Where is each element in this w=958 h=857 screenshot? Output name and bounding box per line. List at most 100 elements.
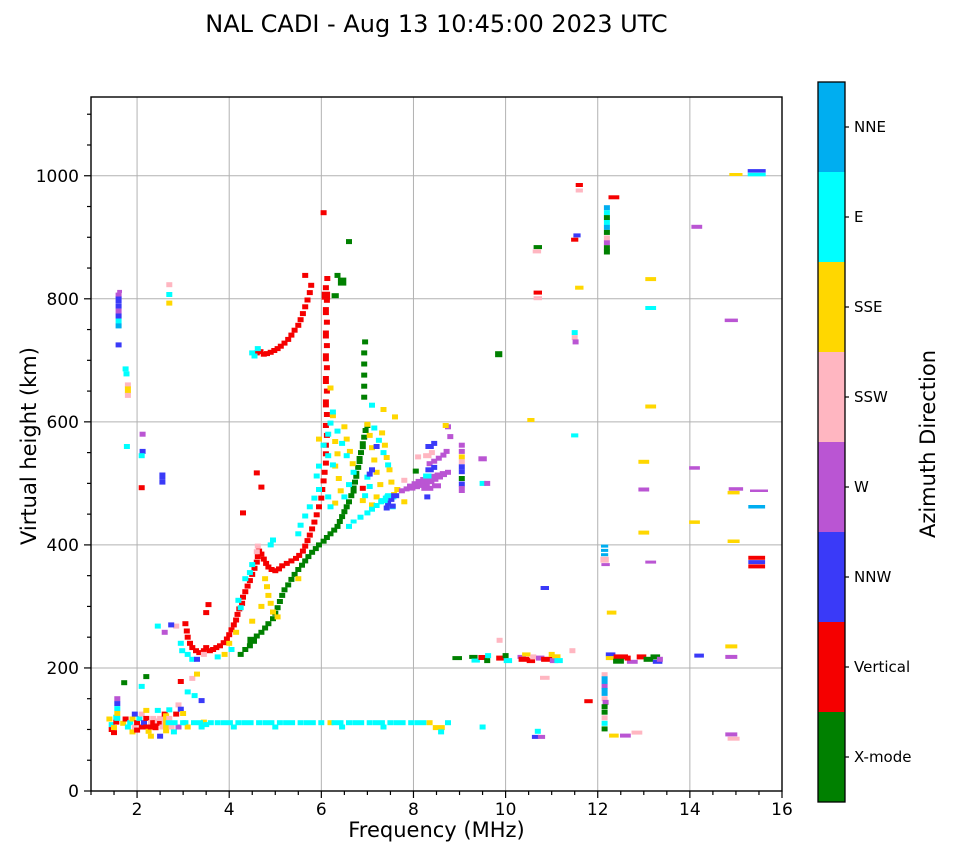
data-point	[339, 440, 346, 446]
data-point	[329, 462, 336, 468]
data-point	[299, 548, 306, 554]
data-point	[302, 272, 309, 278]
data-point	[228, 647, 235, 652]
data-point	[442, 423, 449, 428]
data-point	[228, 627, 235, 633]
data-point	[127, 720, 134, 726]
data-point	[196, 650, 203, 656]
data-point	[357, 514, 364, 520]
data-point	[122, 716, 129, 722]
data-point	[303, 720, 316, 726]
data-point	[361, 350, 368, 356]
data-point	[388, 496, 395, 502]
data-point	[392, 414, 398, 420]
data-point	[327, 420, 334, 426]
data-point	[373, 503, 380, 508]
data-point	[571, 330, 578, 336]
data-point	[226, 640, 233, 646]
data-point	[234, 611, 241, 617]
data-point	[242, 576, 249, 582]
data-point	[359, 485, 366, 491]
data-point	[603, 229, 610, 235]
data-point	[572, 339, 579, 345]
data-point	[479, 724, 486, 730]
data-point	[131, 711, 138, 717]
y-axis-label: Virtual height (km)	[17, 347, 41, 545]
data-point	[601, 704, 608, 710]
data-point	[383, 455, 390, 460]
data-point	[246, 570, 253, 576]
data-point	[334, 523, 341, 529]
data-point	[143, 707, 150, 713]
data-point	[332, 500, 339, 506]
data-point	[361, 434, 368, 440]
colorbar-label: Azimuth Direction	[916, 349, 940, 539]
data-point	[431, 458, 438, 464]
data-point	[322, 307, 329, 316]
data-point	[439, 471, 447, 478]
data-point	[184, 634, 191, 640]
data-point	[377, 482, 384, 488]
data-point	[267, 600, 274, 606]
data-point	[339, 514, 346, 520]
data-point	[166, 292, 173, 297]
data-point	[689, 520, 700, 524]
data-point	[262, 720, 275, 726]
data-point	[320, 210, 327, 216]
data-point	[302, 513, 309, 519]
data-point	[207, 720, 214, 726]
data-point	[175, 724, 182, 730]
data-point	[334, 451, 341, 457]
data-point	[348, 493, 355, 499]
data-point	[601, 709, 608, 715]
data-point	[401, 477, 408, 483]
data-point	[322, 330, 329, 339]
data-point	[253, 633, 260, 639]
data-point	[123, 371, 130, 377]
data-point	[415, 454, 422, 460]
data-point	[254, 543, 261, 549]
data-point	[608, 195, 620, 200]
data-point	[645, 277, 657, 282]
x-tick-label: 4	[224, 800, 235, 820]
data-point	[601, 544, 609, 548]
data-point	[350, 519, 357, 524]
data-point	[613, 658, 624, 664]
data-point	[319, 487, 326, 492]
data-point	[205, 602, 212, 608]
data-point	[147, 733, 154, 739]
data-point	[166, 300, 173, 306]
data-point	[274, 614, 281, 620]
data-point	[380, 450, 387, 456]
data-point	[270, 537, 276, 543]
data-point	[265, 621, 272, 627]
data-point	[387, 720, 394, 726]
colorbar-segment-NNE	[818, 82, 845, 172]
data-point	[166, 715, 173, 721]
colorbar-tick-label: NNW	[854, 568, 891, 586]
data-point	[346, 499, 352, 505]
data-point	[244, 583, 251, 589]
x-tick-label: 10	[495, 800, 517, 820]
data-point	[609, 733, 619, 738]
x-tick-label: 8	[408, 800, 419, 820]
data-point	[747, 169, 766, 173]
data-point	[549, 658, 559, 664]
data-point	[322, 423, 329, 428]
data-point	[430, 473, 439, 482]
data-point	[366, 720, 373, 726]
data-point	[302, 304, 309, 310]
data-point	[166, 707, 173, 713]
data-point	[329, 413, 336, 419]
data-point	[203, 645, 210, 651]
data-point	[141, 720, 147, 726]
data-point	[288, 332, 295, 338]
data-point	[584, 699, 593, 704]
data-point	[213, 645, 220, 651]
data-point	[638, 459, 650, 464]
data-point	[177, 679, 184, 684]
data-point	[134, 720, 141, 726]
data-point	[230, 724, 237, 730]
data-point	[316, 504, 322, 510]
data-point	[288, 558, 295, 564]
